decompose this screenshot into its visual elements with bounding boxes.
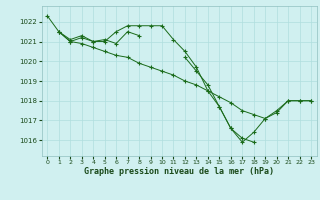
X-axis label: Graphe pression niveau de la mer (hPa): Graphe pression niveau de la mer (hPa): [84, 167, 274, 176]
